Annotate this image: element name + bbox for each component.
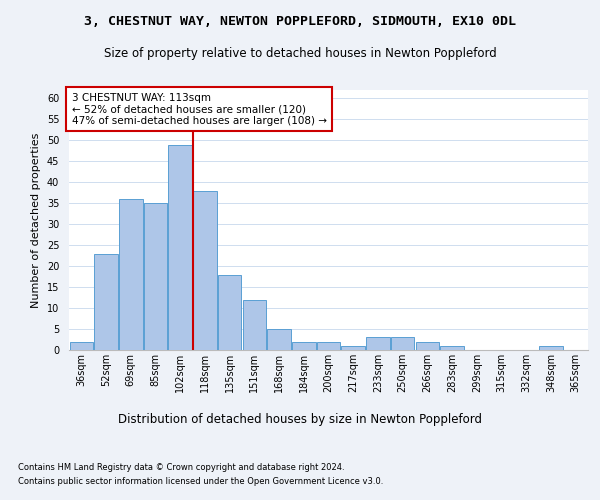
Bar — [193, 190, 217, 350]
Text: Size of property relative to detached houses in Newton Poppleford: Size of property relative to detached ho… — [104, 48, 496, 60]
Bar — [440, 346, 464, 350]
Bar — [94, 254, 118, 350]
Bar — [366, 338, 389, 350]
Y-axis label: Number of detached properties: Number of detached properties — [31, 132, 41, 308]
Bar — [70, 342, 93, 350]
Bar — [391, 338, 415, 350]
Text: 3 CHESTNUT WAY: 113sqm
← 52% of detached houses are smaller (120)
47% of semi-de: 3 CHESTNUT WAY: 113sqm ← 52% of detached… — [71, 92, 326, 126]
Text: Contains public sector information licensed under the Open Government Licence v3: Contains public sector information licen… — [18, 478, 383, 486]
Bar — [169, 144, 192, 350]
Bar — [268, 329, 291, 350]
Bar — [218, 274, 241, 350]
Text: Distribution of detached houses by size in Newton Poppleford: Distribution of detached houses by size … — [118, 412, 482, 426]
Bar — [539, 346, 563, 350]
Bar — [242, 300, 266, 350]
Bar — [341, 346, 365, 350]
Bar — [144, 203, 167, 350]
Text: 3, CHESTNUT WAY, NEWTON POPPLEFORD, SIDMOUTH, EX10 0DL: 3, CHESTNUT WAY, NEWTON POPPLEFORD, SIDM… — [84, 15, 516, 28]
Bar — [119, 199, 143, 350]
Text: Contains HM Land Registry data © Crown copyright and database right 2024.: Contains HM Land Registry data © Crown c… — [18, 462, 344, 471]
Bar — [317, 342, 340, 350]
Bar — [416, 342, 439, 350]
Bar — [292, 342, 316, 350]
